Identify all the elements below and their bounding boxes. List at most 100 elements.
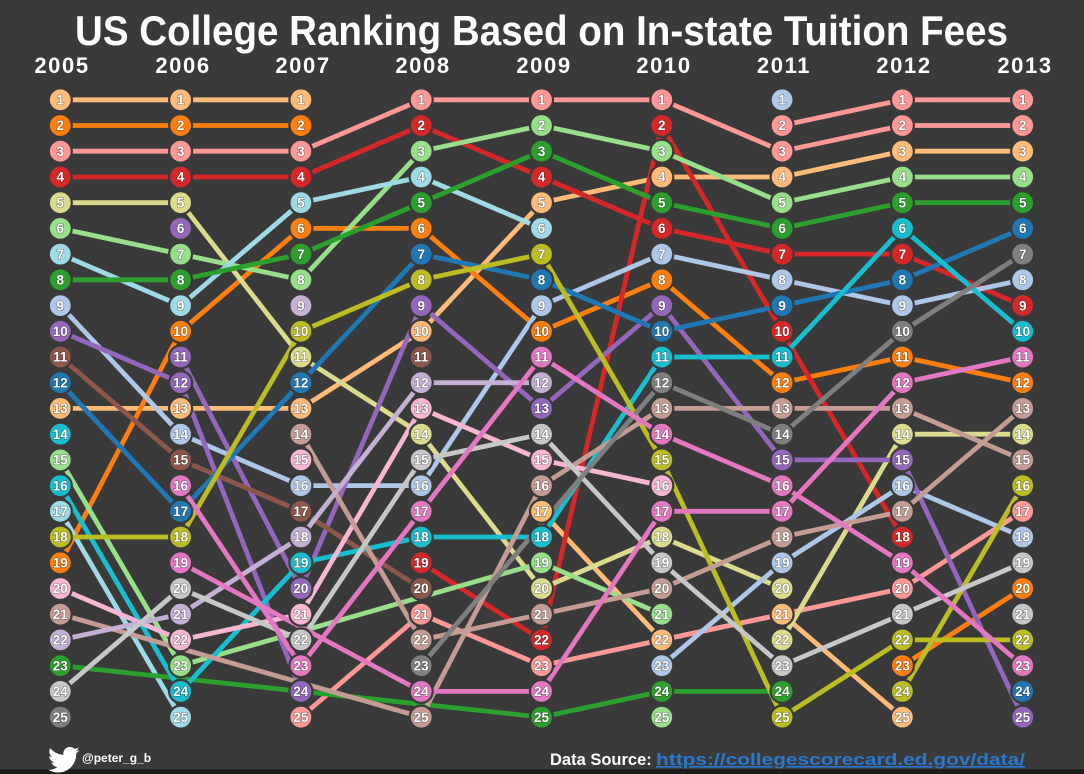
svg-text:2013: 2013 (997, 53, 1052, 78)
svg-text:3: 3 (57, 144, 65, 159)
svg-text:24: 24 (1015, 684, 1031, 699)
svg-text:23: 23 (654, 658, 670, 673)
svg-text:12: 12 (534, 375, 549, 390)
svg-text:1: 1 (538, 93, 546, 108)
svg-text:1: 1 (778, 93, 786, 108)
svg-text:6: 6 (417, 221, 425, 236)
svg-text:22: 22 (293, 633, 308, 648)
svg-text:15: 15 (775, 453, 791, 468)
svg-text:25: 25 (534, 710, 550, 725)
svg-text:2: 2 (538, 118, 546, 133)
svg-text:3: 3 (417, 144, 425, 159)
svg-text:https://collegescorecard.ed.go: https://collegescorecard.ed.gov/data/ (656, 751, 1026, 769)
svg-text:1: 1 (177, 93, 185, 108)
svg-text:2007: 2007 (275, 53, 330, 78)
svg-text:17: 17 (293, 504, 308, 519)
svg-text:2: 2 (417, 118, 425, 133)
svg-text:6: 6 (177, 221, 185, 236)
svg-text:14: 14 (53, 427, 69, 442)
svg-text:2010: 2010 (636, 53, 691, 78)
svg-text:5: 5 (658, 195, 666, 210)
svg-text:7: 7 (57, 247, 65, 262)
svg-text:2: 2 (297, 118, 305, 133)
svg-text:24: 24 (775, 684, 791, 699)
svg-text:7: 7 (538, 247, 546, 262)
svg-text:18: 18 (654, 530, 670, 545)
svg-text:6: 6 (658, 221, 666, 236)
svg-text:1: 1 (417, 93, 425, 108)
svg-text:15: 15 (1015, 453, 1031, 468)
svg-text:19: 19 (1015, 556, 1030, 571)
svg-text:5: 5 (57, 195, 65, 210)
svg-text:16: 16 (534, 478, 550, 493)
svg-text:6: 6 (538, 221, 546, 236)
svg-text:11: 11 (53, 350, 68, 365)
svg-text:16: 16 (895, 478, 911, 493)
svg-text:23: 23 (775, 658, 791, 673)
svg-text:15: 15 (293, 453, 309, 468)
svg-text:17: 17 (534, 504, 549, 519)
svg-text:8: 8 (658, 273, 666, 288)
svg-text:20: 20 (1015, 581, 1030, 596)
svg-text:13: 13 (895, 401, 911, 416)
svg-text:9: 9 (778, 298, 786, 313)
svg-text:17: 17 (895, 504, 910, 519)
svg-text:11: 11 (534, 350, 549, 365)
svg-text:6: 6 (899, 221, 907, 236)
svg-text:19: 19 (895, 556, 910, 571)
svg-text:8: 8 (899, 273, 907, 288)
svg-text:22: 22 (654, 633, 669, 648)
svg-text:5: 5 (297, 195, 305, 210)
svg-text:24: 24 (293, 684, 309, 699)
svg-text:8: 8 (417, 273, 425, 288)
svg-text:20: 20 (173, 581, 188, 596)
svg-text:21: 21 (895, 607, 911, 622)
svg-text:2011: 2011 (757, 53, 811, 78)
svg-text:16: 16 (53, 478, 69, 493)
svg-text:7: 7 (658, 247, 666, 262)
svg-text:22: 22 (1015, 633, 1030, 648)
svg-text:12: 12 (173, 375, 188, 390)
svg-text:10: 10 (654, 324, 669, 339)
svg-text:24: 24 (414, 684, 430, 699)
svg-text:23: 23 (1015, 658, 1031, 673)
svg-text:14: 14 (534, 427, 550, 442)
svg-text:24: 24 (173, 684, 189, 699)
svg-text:12: 12 (414, 375, 429, 390)
svg-text:16: 16 (1015, 478, 1031, 493)
svg-text:25: 25 (414, 710, 430, 725)
svg-text:13: 13 (534, 401, 550, 416)
svg-text:16: 16 (654, 478, 670, 493)
svg-text:14: 14 (1015, 427, 1031, 442)
svg-text:22: 22 (414, 633, 429, 648)
svg-text:18: 18 (775, 530, 791, 545)
svg-text:15: 15 (895, 453, 911, 468)
svg-text:13: 13 (775, 401, 791, 416)
svg-text:24: 24 (654, 684, 670, 699)
svg-text:23: 23 (534, 658, 550, 673)
svg-text:20: 20 (654, 581, 669, 596)
svg-text:8: 8 (538, 273, 546, 288)
svg-text:US College Ranking Based on In: US College Ranking Based on In-state Tui… (75, 7, 1008, 54)
svg-text:9: 9 (57, 298, 65, 313)
svg-text:9: 9 (538, 298, 546, 313)
svg-text:13: 13 (414, 401, 430, 416)
svg-text:19: 19 (293, 556, 308, 571)
svg-text:21: 21 (53, 607, 69, 622)
svg-text:15: 15 (654, 453, 670, 468)
svg-text:1: 1 (1019, 93, 1027, 108)
svg-text:25: 25 (775, 710, 791, 725)
svg-text:4: 4 (57, 170, 65, 185)
svg-text:14: 14 (775, 427, 791, 442)
svg-text:16: 16 (775, 478, 791, 493)
svg-text:2: 2 (177, 118, 185, 133)
svg-text:25: 25 (654, 710, 670, 725)
svg-text:17: 17 (53, 504, 68, 519)
svg-text:10: 10 (1015, 324, 1030, 339)
svg-text:5: 5 (177, 195, 185, 210)
svg-text:14: 14 (293, 427, 309, 442)
svg-text:14: 14 (414, 427, 430, 442)
svg-text:6: 6 (57, 221, 65, 236)
svg-text:6: 6 (1019, 221, 1027, 236)
svg-text:4: 4 (538, 170, 546, 185)
